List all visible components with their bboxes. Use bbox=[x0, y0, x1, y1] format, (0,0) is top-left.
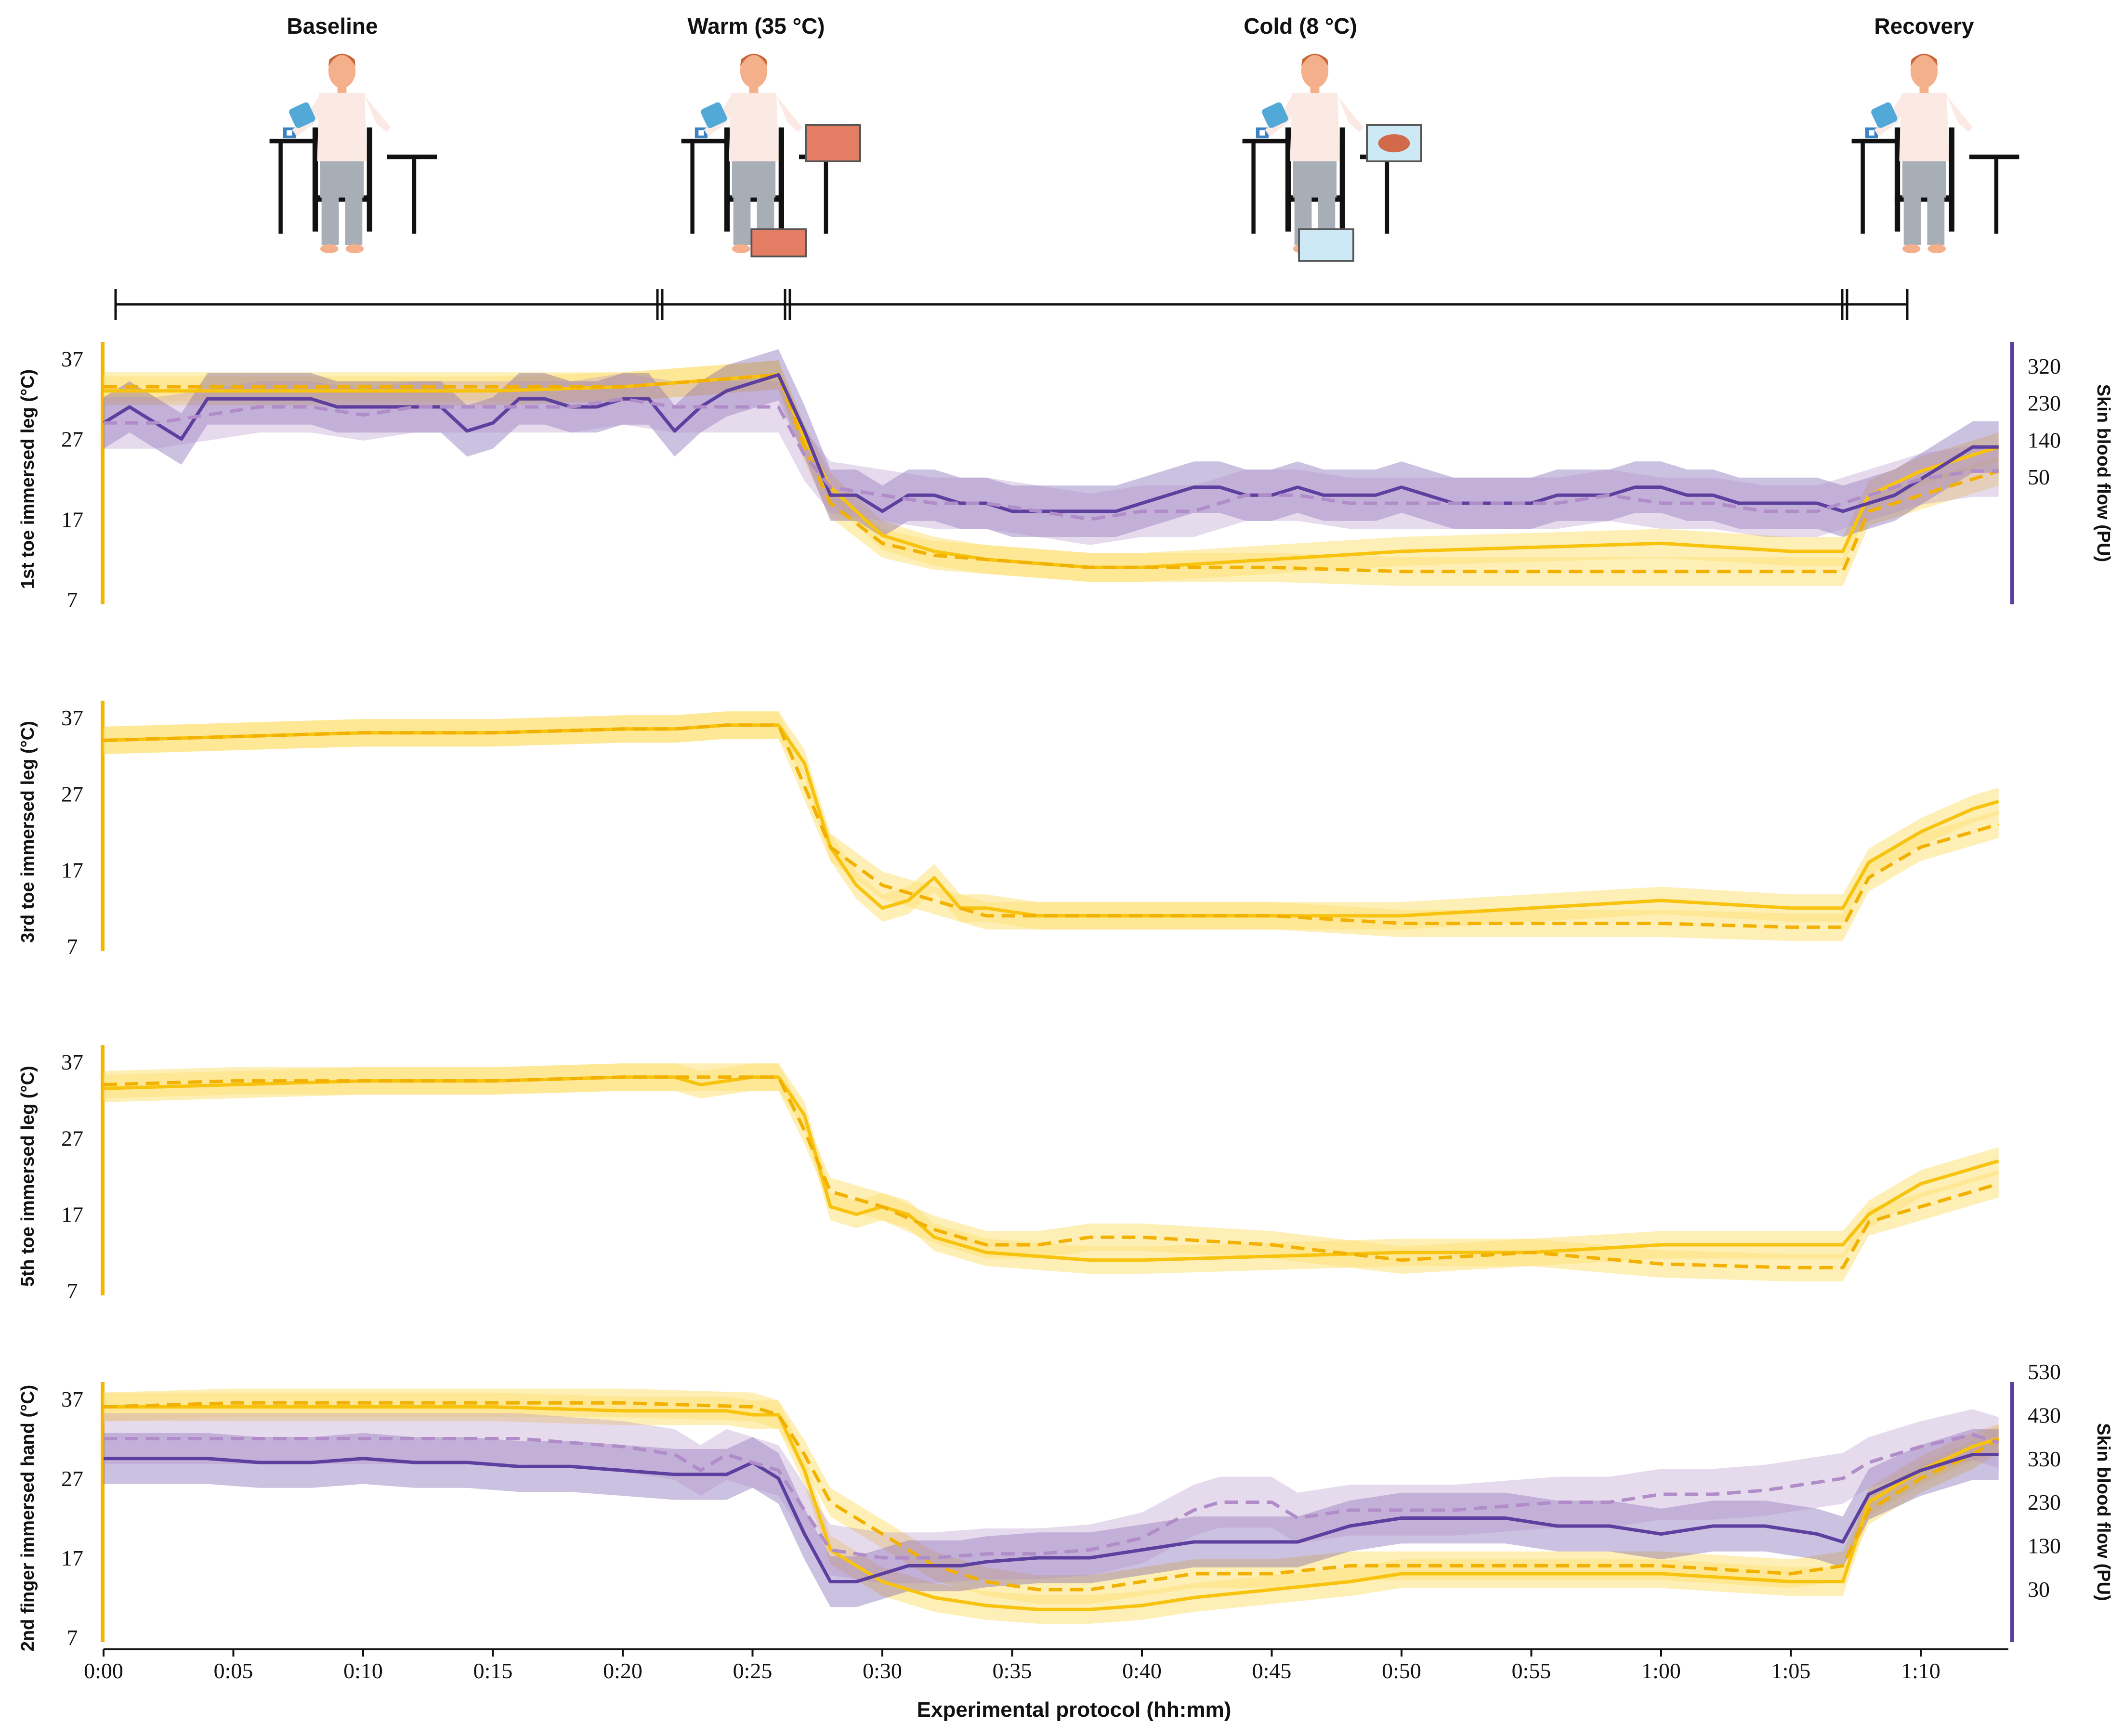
phase-timeline bbox=[114, 289, 1909, 320]
band-flow-solid bbox=[104, 349, 1999, 537]
y2-tick-label: 330 bbox=[2028, 1447, 2061, 1471]
y-tick-label: 7 bbox=[67, 1625, 78, 1650]
series-line-temp-dashed bbox=[104, 373, 1999, 574]
y-tick-label: 37 bbox=[61, 1387, 83, 1411]
y2-tick-label: 530 bbox=[2028, 1359, 2061, 1384]
x-tick-label: 0:25 bbox=[733, 1658, 773, 1683]
y-tick-label: 37 bbox=[61, 1050, 83, 1074]
x-tick-label: 0:15 bbox=[473, 1658, 513, 1683]
y-tick-label: 7 bbox=[67, 1279, 78, 1303]
series-line-temp-solid bbox=[103, 723, 1999, 918]
x-tick-label: 0:50 bbox=[1382, 1658, 1421, 1683]
illustration-baseline bbox=[269, 53, 437, 253]
y2-axis-label: Skin blood flow (PU) bbox=[2093, 1423, 2113, 1601]
x-axis-label: Experimental protocol (hh:mm) bbox=[917, 1698, 1232, 1722]
x-tick-label: 0:00 bbox=[84, 1658, 123, 1683]
illustration-warm bbox=[681, 53, 861, 258]
y-tick-label: 37 bbox=[61, 347, 83, 371]
panel-2nd-finger: 37 27 17 7 530 430 330 230 130 30 Skin blood flow … bbox=[18, 1359, 2113, 1683]
series-line-flow-dashed bbox=[104, 397, 1999, 521]
phase-label-recovery: Recovery bbox=[1874, 13, 1974, 39]
x-tick-label: 0:05 bbox=[214, 1658, 253, 1683]
y-tick-label: 37 bbox=[61, 705, 83, 730]
series-line-temp-solid bbox=[103, 1075, 1999, 1262]
band-flow-dashed bbox=[104, 1409, 1999, 1583]
y-tick-label: 27 bbox=[61, 427, 83, 452]
y-tick-label: 17 bbox=[61, 507, 83, 532]
y2-tick-label: 50 bbox=[2028, 465, 2050, 489]
x-tick-label: 0:35 bbox=[993, 1658, 1032, 1683]
band-flow-dashed bbox=[104, 373, 1999, 545]
x-tick-label: 0:45 bbox=[1252, 1658, 1292, 1683]
x-tick-label: 1:10 bbox=[1901, 1658, 1940, 1683]
y-axis-label: 3rd toe immersed leg (°C) bbox=[18, 721, 38, 943]
y2-axis-label: Skin blood flow (PU) bbox=[2093, 384, 2113, 562]
y-tick-label: 27 bbox=[61, 1466, 83, 1491]
x-axis: 0:00 0:05 0:10 0:15 0:20 0:25 0:30 0:35 0:40 0:45… bbox=[84, 1648, 2008, 1683]
x-tick-label: 0:40 bbox=[1122, 1658, 1162, 1683]
series-line-temp-dashed bbox=[103, 723, 1999, 929]
phase-labels: Baseline Warm (35 °C) Cold (8 °C) Recove… bbox=[287, 13, 1974, 39]
y2-tick-label: 140 bbox=[2028, 428, 2061, 452]
phase-label-baseline: Baseline bbox=[287, 13, 378, 39]
y2-tick-label: 230 bbox=[2028, 1490, 2061, 1514]
y2-tick-label: 30 bbox=[2028, 1577, 2050, 1602]
x-tick-label: 0:55 bbox=[1512, 1658, 1551, 1683]
y2-tick-label: 320 bbox=[2028, 354, 2061, 379]
x-tick-label: 0:10 bbox=[343, 1658, 383, 1683]
series-line-temp-solid bbox=[104, 1405, 1999, 1611]
panel-3rd-toe: 37 27 17 7 3rd toe immersed leg (°C) bbox=[18, 701, 1999, 959]
phase-label-warm: Warm (35 °C) bbox=[687, 13, 825, 39]
y-axis-label: 1st toe immersed leg (°C) bbox=[18, 369, 38, 589]
x-tick-label: 0:20 bbox=[603, 1658, 642, 1683]
panel-1st-toe: 37 27 17 7 320 230 140 50 Skin blood flow (PU) 1s… bbox=[18, 342, 2113, 612]
y2-tick-label: 230 bbox=[2028, 391, 2061, 416]
x-tick-label: 0:30 bbox=[863, 1658, 902, 1683]
phase-label-cold: Cold (8 °C) bbox=[1244, 13, 1357, 39]
band-temp-dashed bbox=[104, 360, 1999, 586]
panel-5th-toe: 37 27 17 7 5th toe immersed leg (°C) bbox=[18, 1045, 1999, 1303]
band-temp-dashed bbox=[104, 1063, 1999, 1281]
illustration-cold bbox=[1242, 53, 1422, 262]
series-line-flow-solid bbox=[104, 1453, 1999, 1583]
y-tick-label: 17 bbox=[61, 1202, 83, 1227]
y-tick-label: 7 bbox=[67, 587, 78, 612]
series-line-flow-dashed bbox=[104, 1433, 1999, 1560]
y-tick-label: 27 bbox=[61, 1126, 83, 1150]
x-tick-label: 1:05 bbox=[1771, 1658, 1811, 1683]
series-line-temp-solid bbox=[104, 373, 1999, 569]
y-tick-label: 17 bbox=[61, 858, 83, 883]
y-tick-label: 27 bbox=[61, 782, 83, 806]
y-tick-label: 7 bbox=[67, 934, 78, 959]
y-tick-label: 17 bbox=[61, 1546, 83, 1570]
y2-tick-label: 130 bbox=[2028, 1534, 2061, 1558]
y-axis-label: 5th toe immersed leg (°C) bbox=[18, 1066, 38, 1287]
band-flow-solid bbox=[104, 1429, 1999, 1607]
y2-tick-label: 430 bbox=[2028, 1403, 2061, 1427]
x-tick-label: 1:00 bbox=[1641, 1658, 1681, 1683]
y-axis-label: 2nd finger immersed hand (°C) bbox=[18, 1385, 38, 1652]
series-line-temp-dashed bbox=[103, 1401, 2000, 1592]
illustration-recovery bbox=[1851, 53, 2019, 253]
